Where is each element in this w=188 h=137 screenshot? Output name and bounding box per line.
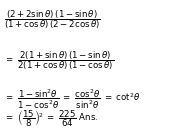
Text: $=\ \dfrac{1-\sin^2\!\theta}{1-\cos^2\!\theta}\ =\ \dfrac{\cos^2\!\theta}{\sin^2: $=\ \dfrac{1-\sin^2\!\theta}{1-\cos^2\!\… <box>4 88 140 111</box>
Text: $=\ \left(\dfrac{15}{8}\right)^{\!2}\ =\ \dfrac{225}{64}\ \mathrm{Ans.}$: $=\ \left(\dfrac{15}{8}\right)^{\!2}\ =\… <box>4 108 98 129</box>
Text: $\dfrac{(2+2\sin\theta)\,(1-\sin\theta)}{(1+\cos\theta)\,(2-2\cos\theta)}$: $\dfrac{(2+2\sin\theta)\,(1-\sin\theta)}… <box>4 8 101 31</box>
Text: $=\ \dfrac{2(1+\sin\theta)\,(1-\sin\theta)}{2(1+\cos\theta)\,(1-\cos\theta)}$: $=\ \dfrac{2(1+\sin\theta)\,(1-\sin\thet… <box>4 49 114 72</box>
